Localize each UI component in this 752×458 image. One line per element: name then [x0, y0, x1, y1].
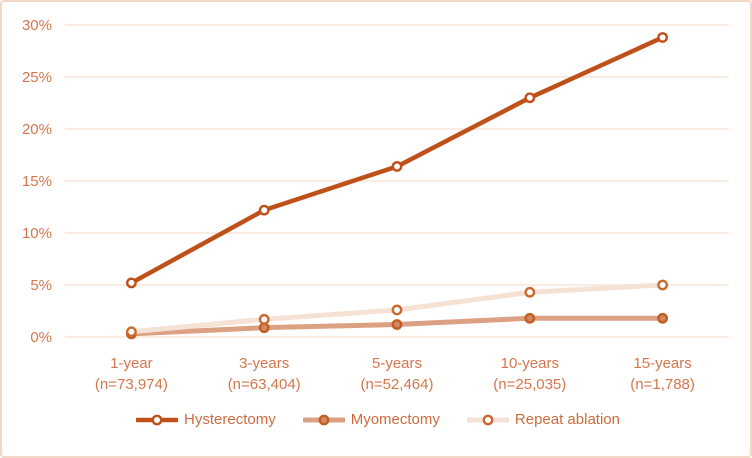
x-category-period: 1-year — [110, 355, 153, 372]
data-point-marker — [258, 204, 270, 216]
data-point-marker — [391, 161, 403, 172]
x-category-period: 3-years — [239, 355, 290, 372]
x-category-n: (n=52,464) — [360, 376, 434, 393]
data-point-marker — [391, 304, 403, 316]
data-point-marker — [657, 279, 668, 291]
data-point-marker — [524, 92, 536, 104]
data-point-marker — [258, 313, 270, 325]
legend-item-repeat-ablation: Repeat ablation — [466, 411, 620, 428]
legend-item-myomectomy: Myomectomy — [302, 411, 440, 428]
x-category-label: 3-years (n=63,404) — [194, 353, 334, 395]
legend: Hysterectomy Myomectomy Repeat ablation — [2, 411, 750, 428]
plot-area: 0% 5% 10% 15% 20% 25% 30% — [22, 17, 729, 346]
x-category-period: 5-years — [371, 355, 423, 372]
legend-marker-icon — [136, 414, 179, 425]
data-point-marker — [657, 32, 668, 43]
y-axis-tick-label: 5% — [30, 277, 52, 294]
y-axis-tick-label: 15% — [22, 173, 52, 190]
x-category-n: (n=63,404) — [227, 376, 301, 393]
y-axis-tick-label: 0% — [30, 329, 52, 346]
x-category-n: (n=25,035) — [493, 376, 567, 393]
y-axis-tick-label: 20% — [22, 121, 52, 138]
x-category-label: 1-year (n=73,974) — [61, 353, 201, 395]
x-axis-labels: 1-year (n=73,974) 3-years (n=63,404) 5-years… — [2, 353, 750, 399]
x-category-label: 15-years (n=1,788) — [593, 353, 733, 395]
data-point-marker — [391, 319, 403, 330]
x-category-label: 5-years (n=52,464) — [327, 353, 467, 395]
y-axis-tick-label: 25% — [22, 69, 52, 86]
data-point-marker — [125, 326, 137, 338]
legend-item-hysterectomy: Hysterectomy — [136, 411, 276, 428]
legend-label: Hysterectomy — [184, 411, 276, 428]
legend-label: Repeat ablation — [514, 411, 620, 428]
data-point-marker — [657, 312, 668, 324]
x-category-n: (n=1,788) — [630, 376, 695, 393]
y-axis-tick-label: 10% — [22, 225, 52, 242]
x-category-period: 15-years — [633, 355, 692, 372]
series-line-hysterectomy — [129, 35, 665, 286]
y-axis-tick-label: 30% — [22, 17, 52, 34]
data-point-marker — [524, 312, 536, 324]
legend-marker-icon — [302, 414, 345, 425]
legend-marker-icon — [466, 414, 509, 425]
x-category-n: (n=73,974) — [94, 376, 168, 393]
legend-label: Myomectomy — [350, 411, 440, 428]
x-category-period: 10-years — [500, 355, 559, 372]
x-category-label: 10-years (n=25,035) — [460, 353, 600, 395]
data-point-marker — [524, 286, 536, 298]
data-point-marker — [125, 277, 137, 289]
